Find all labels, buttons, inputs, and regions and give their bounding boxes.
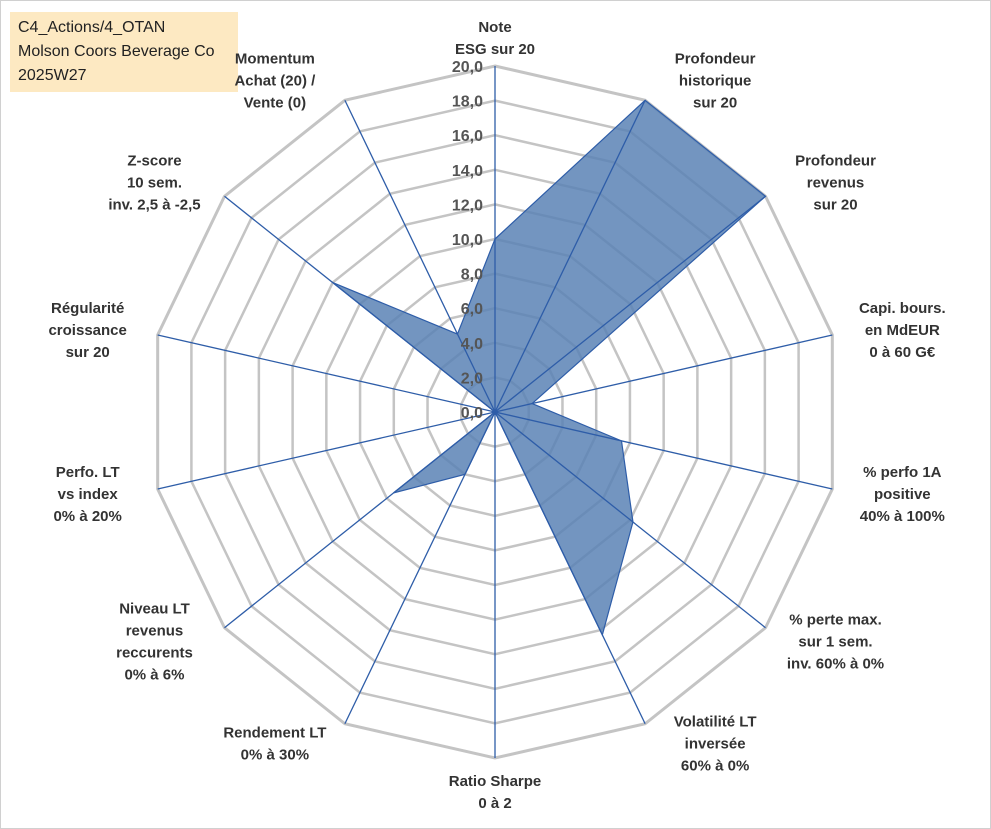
spoke-9 <box>224 411 496 629</box>
axis-label-7: Ratio Sharpe 0 à 2 <box>449 773 542 812</box>
spoke-12 <box>224 195 496 413</box>
axis-label-13: Momentum Achat (20) / Vente (0) <box>234 50 316 111</box>
radar-series <box>332 99 767 637</box>
axis-label-8: Rendement LT 0% à 30% <box>223 725 326 764</box>
tick-label: 6,0 <box>461 301 483 318</box>
axis-label-9: Niveau LT revenus reccurents 0% à 6% <box>116 600 193 683</box>
spoke-4 <box>494 411 833 490</box>
tick-label: 18,0 <box>452 94 483 111</box>
axis-label-11: Régularité croissance sur 20 <box>48 300 126 361</box>
tick-label: 14,0 <box>452 163 483 180</box>
tick-label: 20,0 <box>452 59 483 76</box>
tick-label: 16,0 <box>452 128 483 145</box>
axis-label-10: Perfo. LT vs index 0% à 20% <box>53 464 121 525</box>
spoke-5 <box>494 411 766 629</box>
tick-label: 10,0 <box>452 232 483 249</box>
chart-header-box: C4_Actions/4_OTAN Molson Coors Beverage … <box>10 12 238 92</box>
header-company: Molson Coors Beverage Co <box>18 43 215 60</box>
tick-label: 2,0 <box>461 370 483 387</box>
spoke-1 <box>494 99 646 413</box>
spoke-8 <box>344 411 496 725</box>
axis-label-2: Profondeur revenus sur 20 <box>795 153 876 214</box>
axis-label-12: Z-score 10 sem. inv. 2,5 à -2,5 <box>108 153 200 214</box>
tick-label: 0,0 <box>461 405 483 422</box>
spoke-13 <box>344 99 496 413</box>
tick-label: 4,0 <box>461 336 483 353</box>
spoke-11 <box>157 334 496 413</box>
spoke-10 <box>157 411 496 490</box>
header-portfolio: C4_Actions/4_OTAN <box>18 19 166 36</box>
axis-label-1: Profondeur historique sur 20 <box>675 50 756 111</box>
axis-label-0: Note ESG sur 20 <box>455 19 535 58</box>
header-week: 2025W27 <box>18 67 87 84</box>
axis-label-6: Volatilité LT inversée 60% à 0% <box>674 714 757 775</box>
radar-axis-labels: Note ESG sur 20 Profondeur historique sur 20… <box>48 19 945 812</box>
series-area <box>332 99 767 637</box>
tick-label: 12,0 <box>452 197 483 214</box>
radar-tick-labels: 0,0 2,0 4,0 6,0 8,0 10,0 12,0 14,0 16,0 18,0 20,0 <box>452 59 483 422</box>
axis-label-3: Capi. bours. en MdEUR 0 à 60 G€ <box>859 300 946 361</box>
spoke-6 <box>494 411 646 725</box>
tick-label: 8,0 <box>461 267 483 284</box>
axis-label-5: % perte max. sur 1 sem. inv. 60% à 0% <box>787 611 884 672</box>
spoke-2 <box>494 195 766 413</box>
radar-spokes <box>157 66 833 758</box>
axis-label-4: % perfo 1A positive 40% à 100% <box>860 464 945 525</box>
spoke-3 <box>494 334 833 413</box>
